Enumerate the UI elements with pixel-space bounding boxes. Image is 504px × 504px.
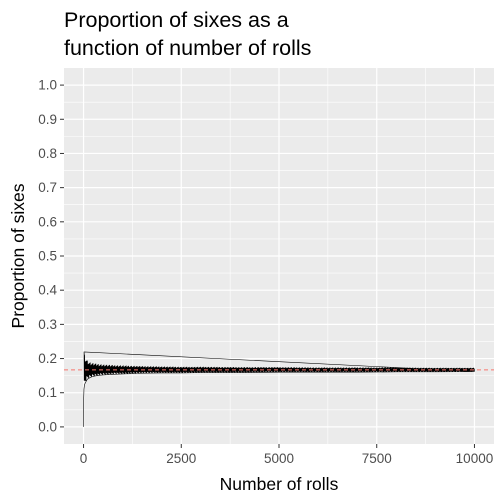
y-tick-label: 0.4 bbox=[38, 283, 57, 298]
y-tick-label: 0.3 bbox=[38, 317, 57, 332]
y-tick-label: 1.0 bbox=[38, 78, 57, 93]
y-tick-label: 0.5 bbox=[38, 249, 57, 264]
y-tick-label: 0.0 bbox=[38, 419, 57, 434]
series-proportion bbox=[83, 351, 475, 427]
x-tick-label: 10000 bbox=[456, 451, 494, 466]
y-axis-title: Proportion of sixes bbox=[8, 183, 28, 328]
series-line bbox=[83, 351, 475, 427]
chart-title: Proportion of sixes as a function of num… bbox=[64, 8, 312, 60]
y-tick-label: 0.6 bbox=[38, 214, 57, 229]
y-tick-label: 0.9 bbox=[38, 112, 57, 127]
y-tick-labels: 0.0 0.1 0.2 0.3 0.4 0.5 0.6 0.7 0.8 0.9 1.0 bbox=[38, 78, 57, 435]
x-axis-title: Number of rolls bbox=[220, 474, 339, 494]
y-tick-label: 0.2 bbox=[38, 351, 57, 366]
y-tick-label: 0.7 bbox=[38, 180, 57, 195]
x-tick-label: 5000 bbox=[264, 451, 294, 466]
axis-ticks bbox=[60, 84, 475, 448]
x-tick-label: 0 bbox=[80, 451, 88, 466]
y-tick-label: 0.1 bbox=[38, 385, 57, 400]
major-gridlines bbox=[64, 68, 494, 444]
y-tick-label: 0.8 bbox=[38, 146, 57, 161]
x-tick-label: 2500 bbox=[166, 451, 196, 466]
x-tick-labels: 0 2500 5000 7500 10000 bbox=[80, 451, 493, 466]
x-tick-label: 7500 bbox=[362, 451, 392, 466]
